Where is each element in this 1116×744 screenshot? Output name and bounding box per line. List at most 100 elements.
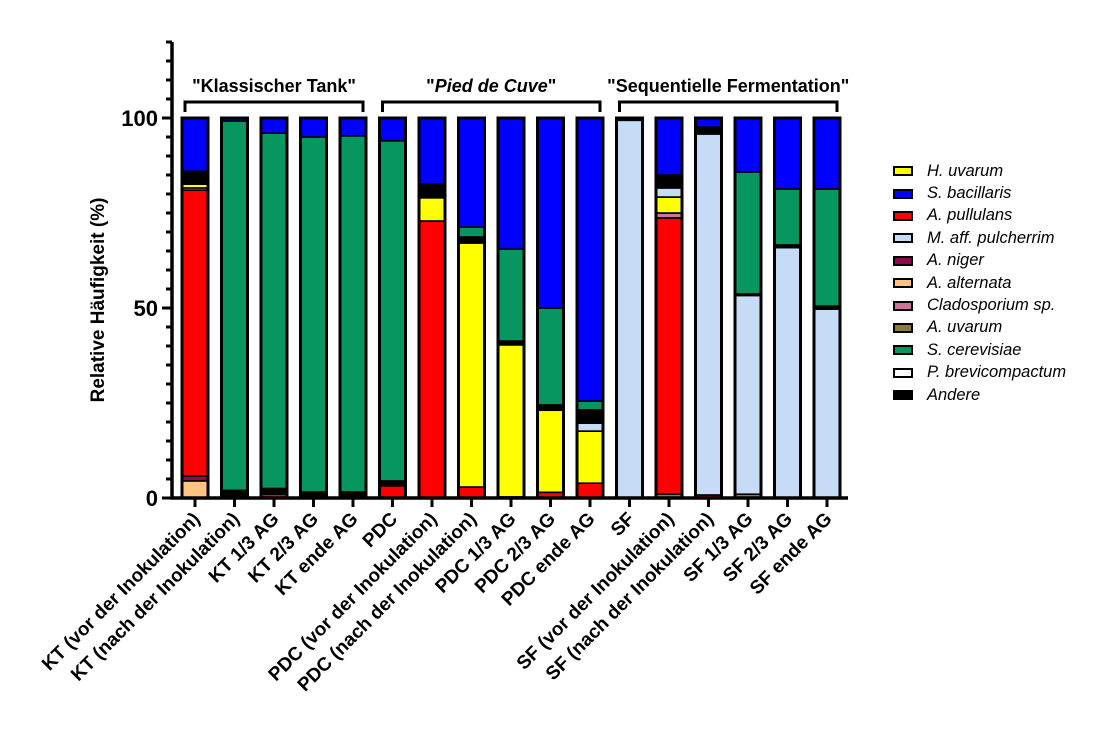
bar-segment-m-aff-pulcherrim: [615, 119, 644, 499]
legend-label: Cladosporium sp.: [927, 296, 1056, 315]
legend-swatch: [893, 390, 913, 401]
legend-label: A. uvarum: [927, 318, 1003, 337]
bar-segment-a-alternata: [181, 480, 209, 499]
bar-segment-s-bacillaris: [457, 117, 486, 228]
legend-item: A. pullulans: [893, 205, 1066, 227]
bar-segment-s-cerevisiae: [576, 400, 604, 411]
bar-segment-s-cerevisiae: [773, 188, 802, 246]
bar-segment-andere: [260, 487, 288, 495]
legend-label: Andere: [927, 385, 981, 404]
bar-stack: [654, 116, 684, 500]
legend-swatch: [893, 278, 913, 289]
legend-item: A. alternata: [893, 272, 1066, 294]
legend-item: A. niger: [893, 250, 1066, 272]
bar-stack: [417, 116, 447, 500]
bar-segment-s-bacillaris: [773, 117, 802, 190]
y-tick-label: 100: [121, 106, 158, 131]
legend-item: Cladosporium sp.: [893, 294, 1066, 316]
bar-stack: [694, 116, 723, 500]
bar-stack: [299, 116, 328, 500]
legend-label: A. niger: [927, 251, 984, 270]
bar-segment-s-cerevisiae: [536, 307, 565, 406]
legend-swatch: [893, 345, 913, 356]
bar-segment-m-aff-pulcherrim: [773, 246, 802, 499]
group-bracket: [381, 100, 602, 112]
legend-label: H. uvarum: [927, 161, 1004, 180]
legend-swatch: [893, 367, 913, 378]
bar-segment-s-bacillaris: [536, 117, 565, 309]
bar-segment-s-cerevisiae: [378, 140, 407, 482]
legend-swatch: [893, 210, 913, 221]
bar-stack: [536, 116, 565, 500]
bar-segment-s-bacillaris: [734, 117, 762, 173]
group-label: "Sequentielle Fermentation": [607, 76, 849, 96]
bar-segment-h-uvarum: [655, 196, 683, 214]
y-tick-label: 0: [146, 486, 158, 511]
bar-segment-s-bacillaris: [378, 117, 407, 142]
legend-label: S. bacillaris: [927, 184, 1012, 203]
bar-segment-a-pullulans: [576, 482, 604, 499]
legend-swatch: [893, 322, 913, 333]
bar-stack: [812, 116, 842, 500]
legend-item: Andere: [893, 384, 1066, 406]
bars: [180, 116, 842, 500]
bar-segment-m-aff-pulcherrim: [813, 308, 841, 499]
bar-segment-s-bacillaris: [339, 117, 367, 137]
y-tick-label: 50: [134, 296, 158, 321]
bar-stack: [338, 116, 368, 500]
bar-stack: [259, 116, 289, 500]
bar-segment-h-uvarum: [457, 242, 486, 488]
bar-segment-s-bacillaris: [655, 117, 683, 176]
group-brackets: "Klassischer Tank" "Pied de Cuve" "Sequent…: [183, 76, 849, 112]
legend-label: A. alternata: [927, 273, 1012, 292]
bar-segment-h-uvarum: [536, 409, 565, 494]
bar-segment-s-bacillaris: [813, 117, 841, 190]
bar-stack: [378, 116, 407, 500]
x-tick-label: SF: [607, 509, 639, 541]
bar-stack: [773, 116, 802, 500]
legend-swatch: [893, 188, 913, 199]
bar-segment-h-uvarum: [418, 197, 446, 222]
bar-segment-a-pullulans: [181, 189, 209, 477]
bar-segment-andere: [655, 174, 683, 189]
legend-swatch: [893, 255, 913, 266]
legend-item: A. uvarum: [893, 317, 1066, 339]
bar-segment-s-cerevisiae: [457, 226, 486, 238]
legend-swatch: [893, 166, 913, 177]
bar-segment-andere: [457, 236, 486, 244]
group-label: "Pied de Cuve": [426, 76, 556, 96]
bar-segment-s-cerevisiae: [339, 135, 367, 493]
legend-item: H. uvarum: [893, 160, 1066, 182]
bar-segment-andere: [418, 183, 446, 199]
bar-segment-m-aff-pulcherrim: [734, 294, 762, 495]
bar-segment-m-aff-pulcherrim: [576, 422, 604, 432]
bar-segment-s-cerevisiae: [260, 132, 288, 490]
bar-segment-s-cerevisiae: [813, 188, 841, 307]
bar-segment-a-pullulans: [378, 485, 407, 499]
bar-segment-s-bacillaris: [260, 117, 288, 134]
bar-stack: [575, 116, 605, 500]
x-tick-label: KT (nach der Inokulation): [67, 509, 244, 686]
bar-segment-andere: [694, 126, 723, 135]
bar-stack: [615, 116, 644, 500]
bar-segment-andere: [576, 409, 604, 424]
bar-stack: [220, 116, 249, 500]
bar-stack: [733, 116, 763, 500]
bar-segment-s-bacillaris: [576, 117, 604, 402]
bar-segment-h-uvarum: [576, 430, 604, 484]
x-tick-label: KT (vor der Inokulation): [38, 509, 204, 675]
legend-item: S. cerevisiae: [893, 339, 1066, 361]
legend-item: S. bacillaris: [893, 182, 1066, 204]
bar-segment-a-pullulans: [655, 217, 683, 496]
legend-label: P. brevicompactum: [927, 363, 1067, 382]
bar-segment-a-pullulans: [418, 220, 446, 499]
bar-segment-s-bacillaris: [497, 117, 525, 250]
bar-segment-m-aff-pulcherrim: [694, 133, 723, 496]
group-bracket: [618, 100, 839, 112]
bar-segment-s-bacillaris: [181, 117, 209, 173]
y-axis-label: Relative Häufigkeit (%): [88, 198, 109, 403]
legend-label: A. pullulans: [927, 206, 1013, 225]
legend-swatch: [893, 233, 913, 244]
legend-swatch: [893, 300, 913, 311]
